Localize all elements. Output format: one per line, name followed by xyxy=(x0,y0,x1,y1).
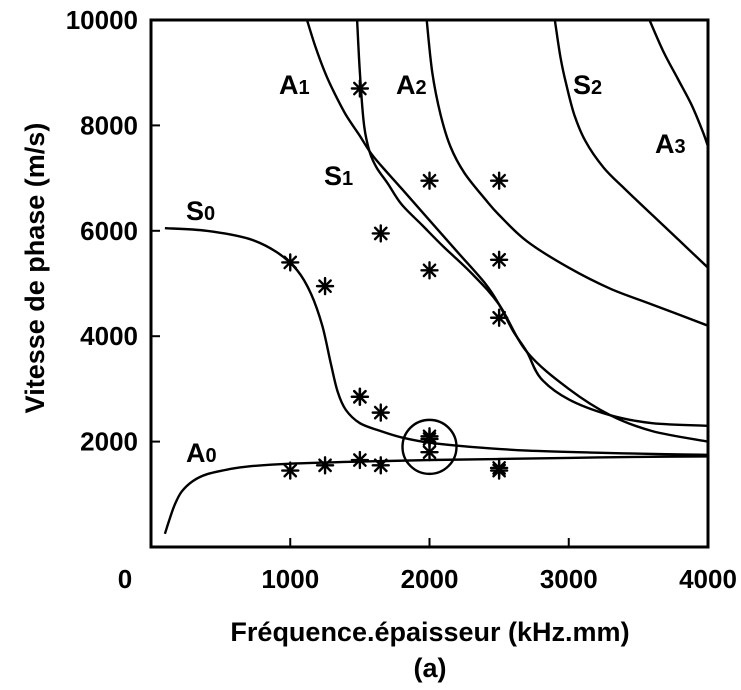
curve-s2 xyxy=(553,20,708,269)
asterisk-marker xyxy=(420,171,439,190)
mode-label-a2: A2 xyxy=(396,70,427,100)
asterisk-marker xyxy=(371,403,390,422)
asterisk-marker xyxy=(371,456,390,475)
asterisk-marker xyxy=(489,458,509,478)
mode-label-a0: A0 xyxy=(186,438,217,468)
asterisk-marker xyxy=(420,427,439,446)
asterisk-marker xyxy=(315,276,335,296)
measurement-points xyxy=(281,79,509,480)
asterisk-marker xyxy=(350,387,370,407)
asterisk-marker xyxy=(281,253,300,272)
curve-a3 xyxy=(648,20,708,147)
curve-s1 xyxy=(355,20,708,443)
y-tick-label: 10000 xyxy=(66,5,138,35)
asterisk-marker xyxy=(281,461,300,480)
asterisk-marker xyxy=(350,79,370,98)
asterisk-marker xyxy=(420,261,439,280)
x-tick-label: 4000 xyxy=(679,564,737,594)
mode-label-a3: A3 xyxy=(655,129,686,159)
mode-label-s2: S2 xyxy=(573,70,602,100)
annotation-circle xyxy=(401,418,458,476)
x-axis-ticks: 0 1000 2000 3000 4000 xyxy=(118,538,737,594)
y-axis-ticks: 2000 4000 6000 8000 10000 xyxy=(66,5,160,457)
asterisk-marker xyxy=(350,450,370,470)
asterisk-marker xyxy=(489,250,509,269)
mode-label-s0: S0 xyxy=(186,196,215,226)
y-tick-label: 2000 xyxy=(80,427,138,457)
mode-label-a1: A1 xyxy=(279,70,310,100)
asterisk-marker xyxy=(489,308,509,327)
x-tick-label: 3000 xyxy=(540,564,598,594)
circle-annotation xyxy=(401,418,458,476)
y-tick-label: 6000 xyxy=(80,216,138,246)
y-tick-label: 8000 xyxy=(80,110,138,140)
asterisk-marker xyxy=(420,442,439,462)
curve-a1 xyxy=(305,20,708,427)
asterisk-marker xyxy=(489,171,509,190)
curve-a0 xyxy=(163,455,708,535)
x-tick-label: 2000 xyxy=(401,564,459,594)
y-axis-title: Vitesse de phase (m/s) xyxy=(20,123,50,414)
x-tick-label: 0 xyxy=(118,564,132,594)
mode-labels: A0 S0 A1 S1 A2 S2 A3 xyxy=(186,70,686,468)
x-axis-title: Fréquence.épaisseur (kHz.mm) xyxy=(230,617,629,647)
figure-caption: (a) xyxy=(414,653,447,683)
asterisk-marker xyxy=(371,224,390,243)
asterisk-marker xyxy=(315,456,335,475)
dispersion-curves xyxy=(163,20,708,535)
y-tick-label: 4000 xyxy=(80,321,138,351)
curve-a2 xyxy=(425,20,708,327)
mode-label-s1: S1 xyxy=(324,161,353,191)
x-tick-label: 1000 xyxy=(261,564,319,594)
curve-s0 xyxy=(164,227,708,456)
